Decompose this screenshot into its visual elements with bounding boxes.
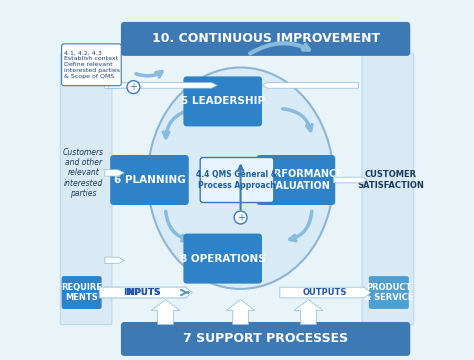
Text: +: +	[237, 212, 245, 222]
Text: 8 OPERATIONS: 8 OPERATIONS	[180, 253, 265, 264]
FancyBboxPatch shape	[256, 155, 335, 205]
Circle shape	[234, 211, 247, 224]
Text: 4.4 QMS General &
Process Approach: 4.4 QMS General & Process Approach	[196, 170, 278, 190]
Text: CUSTOMER
SATISFACTION: CUSTOMER SATISFACTION	[357, 170, 424, 190]
Polygon shape	[226, 300, 255, 325]
Text: 4.1, 4.2, 4.3
Establish context
Define relevant
interested parties
& Scope of QM: 4.1, 4.2, 4.3 Establish context Define r…	[64, 51, 120, 79]
FancyBboxPatch shape	[110, 155, 189, 205]
Polygon shape	[280, 287, 371, 298]
FancyBboxPatch shape	[369, 276, 409, 309]
Text: 9 PERFORMANCE
EVALUATION: 9 PERFORMANCE EVALUATION	[249, 169, 342, 191]
Polygon shape	[333, 177, 367, 183]
FancyBboxPatch shape	[121, 322, 410, 356]
Text: 7 SUPPORT PROCESSES: 7 SUPPORT PROCESSES	[183, 333, 348, 346]
FancyBboxPatch shape	[62, 44, 121, 86]
Polygon shape	[105, 257, 125, 264]
FancyBboxPatch shape	[200, 157, 274, 203]
Text: REQUIRE
MENTS: REQUIRE MENTS	[61, 283, 102, 302]
FancyBboxPatch shape	[183, 234, 262, 284]
FancyBboxPatch shape	[60, 53, 112, 325]
FancyBboxPatch shape	[121, 22, 410, 56]
Text: 5 LEADERSHIP: 5 LEADERSHIP	[181, 96, 265, 107]
Polygon shape	[109, 82, 218, 88]
Polygon shape	[105, 82, 125, 89]
Text: INPUTS: INPUTS	[123, 288, 161, 297]
Ellipse shape	[148, 67, 333, 289]
FancyBboxPatch shape	[100, 287, 187, 298]
FancyBboxPatch shape	[362, 53, 414, 325]
Text: 10. CONTINUOUS IMPROVEMENT: 10. CONTINUOUS IMPROVEMENT	[152, 32, 380, 45]
Polygon shape	[151, 300, 180, 325]
Text: OUTPUTS: OUTPUTS	[302, 288, 346, 297]
Text: INPUTS: INPUTS	[125, 288, 160, 297]
Text: PRODUCT
& SERVICE: PRODUCT & SERVICE	[364, 283, 414, 302]
Text: 6 PLANNING: 6 PLANNING	[114, 175, 185, 185]
Circle shape	[127, 81, 140, 94]
Polygon shape	[100, 287, 192, 298]
FancyBboxPatch shape	[62, 276, 101, 309]
Polygon shape	[105, 170, 125, 176]
Polygon shape	[262, 82, 358, 88]
Polygon shape	[294, 300, 323, 325]
FancyBboxPatch shape	[183, 76, 262, 126]
Text: +: +	[129, 82, 137, 92]
Text: Customers
and other
relevant
interested
parties: Customers and other relevant interested …	[63, 148, 104, 198]
